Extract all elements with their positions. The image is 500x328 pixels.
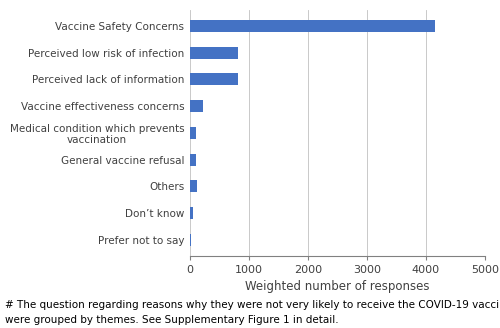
Bar xyxy=(190,127,196,139)
Bar xyxy=(190,100,203,112)
Bar xyxy=(190,47,238,59)
Bar xyxy=(190,180,197,192)
X-axis label: Weighted number of responses: Weighted number of responses xyxy=(245,280,430,294)
Bar xyxy=(190,73,238,85)
Bar xyxy=(190,154,196,166)
Bar xyxy=(190,20,435,32)
Text: # The question regarding reasons why they were not very likely to receive the CO: # The question regarding reasons why the… xyxy=(5,300,500,310)
Bar xyxy=(190,207,193,219)
Text: were grouped by themes. See Supplementary Figure 1 in detail.: were grouped by themes. See Supplementar… xyxy=(5,315,338,325)
